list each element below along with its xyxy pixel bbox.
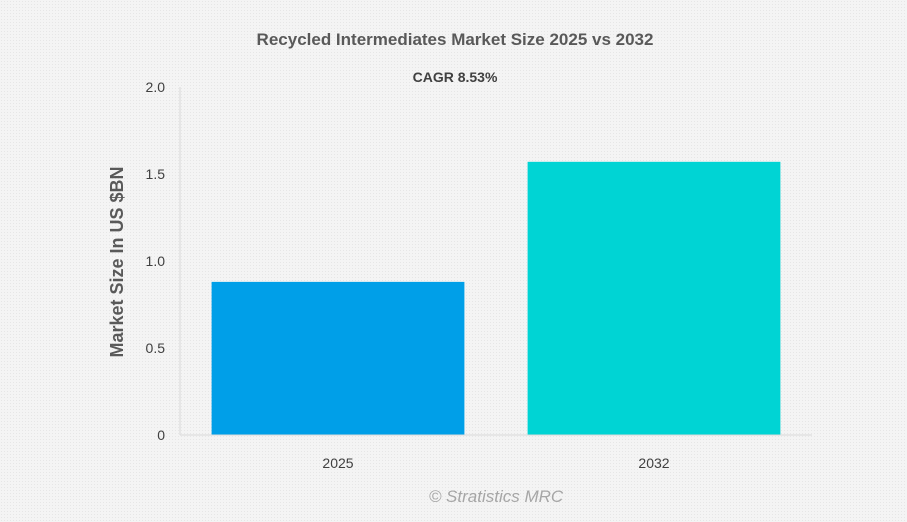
bars bbox=[211, 161, 781, 435]
x-axis-ticks: 2025 2032 bbox=[322, 455, 669, 471]
y-tick-label: 0.5 bbox=[146, 340, 166, 356]
y-axis-ticks: 0 0.5 1.0 1.5 2.0 bbox=[146, 79, 166, 443]
bar-2025 bbox=[211, 281, 465, 435]
chart-subtitle: CAGR 8.53% bbox=[413, 69, 498, 85]
bar-2032 bbox=[527, 161, 781, 435]
x-tick-label: 2032 bbox=[638, 455, 669, 471]
y-tick-label: 2.0 bbox=[146, 79, 166, 95]
watermark: © Stratistics MRC bbox=[429, 487, 564, 506]
chart-title: Recycled Intermediates Market Size 2025 … bbox=[257, 30, 654, 49]
y-tick-label: 1.0 bbox=[146, 253, 166, 269]
y-tick-label: 1.5 bbox=[146, 166, 166, 182]
x-tick-label: 2025 bbox=[322, 455, 353, 471]
y-tick-label: 0 bbox=[157, 427, 165, 443]
y-axis-label: Market Size In US $BN bbox=[107, 166, 127, 357]
